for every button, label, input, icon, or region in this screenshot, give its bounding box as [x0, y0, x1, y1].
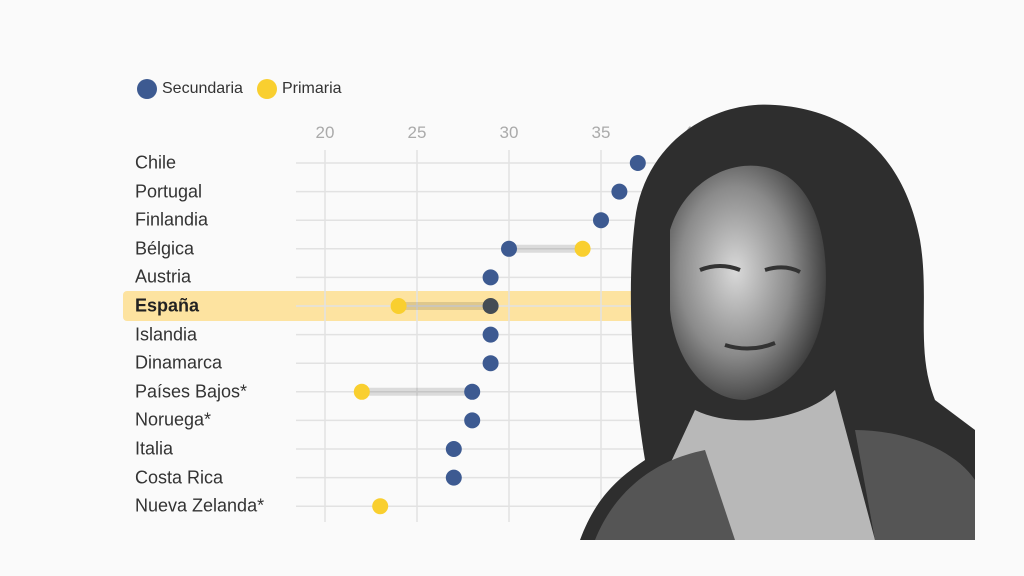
dot-primaria: [390, 298, 407, 314]
x-tick-label: 25: [407, 123, 427, 142]
dot-secundaria: [629, 155, 646, 171]
category-label: Islandia: [135, 324, 198, 345]
category-label: Costa Rica: [135, 467, 224, 488]
x-tick-label: 35: [591, 123, 611, 142]
dot-secundaria: [482, 355, 499, 372]
dot-secundaria: [593, 212, 609, 229]
category-label: Bélgica: [135, 238, 195, 259]
dot-secundaria: [445, 441, 462, 457]
dot-secundaria: [464, 412, 481, 429]
dot-primaria: [353, 383, 370, 400]
category-label: Países Bajos*: [135, 381, 248, 402]
dot-secundaria: [445, 469, 462, 486]
dot-secundaria: [611, 183, 628, 200]
category-label: España: [135, 295, 200, 316]
legend-item-primaria: Primaria: [256, 79, 342, 99]
legend-item-secundaria: Secundaria: [137, 79, 243, 99]
dot-secundaria: [482, 269, 499, 286]
category-label: Nueva Zelanda*: [135, 495, 265, 516]
category-label: Noruega*: [135, 409, 212, 430]
portrait-photo: [580, 104, 975, 540]
dot-primaria: [372, 498, 389, 515]
category-label: Austria: [135, 266, 192, 287]
dot-secundaria: [464, 383, 481, 400]
x-tick-label: 30: [499, 123, 519, 142]
dot-primaria: [574, 240, 591, 257]
category-label: Dinamarca: [135, 352, 223, 373]
category-label: Italia: [135, 438, 174, 459]
legend-dot-secundaria: [137, 79, 157, 99]
x-tick-label: 20: [315, 123, 335, 142]
legend: Secundaria Primaria: [137, 79, 356, 99]
dot-secundaria: [482, 326, 499, 343]
category-label: Finlandia: [135, 209, 209, 230]
dot-secundaria: [501, 240, 517, 257]
category-label: Portugal: [135, 181, 203, 202]
legend-label: Primaria: [281, 80, 342, 97]
legend-dot-primaria: [256, 79, 277, 99]
category-label: Chile: [135, 152, 177, 173]
dot-secundaria: [482, 298, 499, 314]
legend-label: Secundaria: [162, 80, 243, 97]
